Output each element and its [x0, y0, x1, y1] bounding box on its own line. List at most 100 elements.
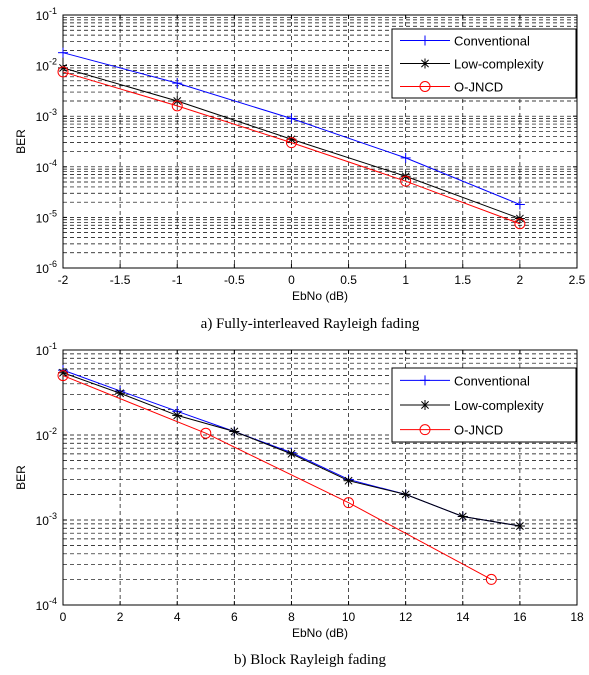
chart-b-data-point: [115, 388, 126, 399]
chart-a-marker-ring: [514, 218, 526, 230]
chart-b-marker-d2: [230, 427, 239, 436]
chart-b-legend-marker-d2: [421, 401, 429, 409]
chart-a-x-axis-label: EbNo (dB): [292, 289, 348, 303]
chart-b-data-point: [286, 448, 297, 459]
chart-a-y-tick-label: 10-4: [36, 158, 57, 175]
chart-b-y-tick-label: 10-4: [36, 596, 57, 613]
chart-a-x-tick-label: -2: [58, 273, 69, 287]
chart-b-x-tick-label: 10: [342, 610, 356, 624]
chart-b-series-asterisk: [58, 367, 525, 531]
chart-b-data-point: [485, 573, 497, 585]
chart-b-data-point: [343, 475, 354, 486]
chart-a-data-point: [514, 218, 526, 230]
chart-a-y-tick-exponent: -3: [49, 107, 57, 117]
chart-b-marker-d2: [116, 389, 125, 398]
chart-a-y-tick-label: 10-5: [36, 208, 57, 225]
chart-b-x-tick-label: 14: [456, 610, 470, 624]
chart-b-legend: Conventional Low-complexity O-JNCD: [391, 367, 577, 443]
chart-a-legend-marker-ring: [419, 81, 431, 92]
chart-a-legend-label: O-JNCD: [454, 80, 503, 95]
chart-b-data-point: [229, 426, 240, 437]
chart-a-series-circle: [57, 66, 526, 230]
chart-b-legend-marker-ring: [419, 424, 431, 436]
chart-b-marker-d2: [59, 368, 67, 377]
chart-a-y-tick-exponent: -5: [49, 208, 57, 218]
chart-b-x-tick-label: 12: [399, 610, 413, 624]
chart-a-marker-d2: [59, 63, 67, 72]
chart-a-x-tick-label: -0.5: [224, 273, 245, 287]
chart-a-data-point: [57, 66, 69, 78]
chart-a-x-tick-label: 0.5: [340, 273, 357, 287]
chart-b-marker-ring: [485, 573, 497, 585]
chart-b-marker-d2: [287, 449, 296, 458]
chart-b-y-tick-exponent: -4: [49, 596, 57, 606]
chart-b-x-tick-label: 2: [117, 610, 124, 624]
chart-b-marker-ring: [343, 497, 355, 509]
chart-b-series-circle: [57, 370, 497, 585]
chart-b-marker-ring: [200, 427, 212, 439]
chart-b-y-tick-label: 10-1: [36, 341, 57, 358]
chart-b-y-tick-exponent: -1: [49, 341, 57, 351]
chart-b-data-point: [457, 511, 468, 522]
chart-b-x-tick-label: 6: [231, 610, 238, 624]
chart-a-marker-ring: [285, 137, 297, 149]
chart-b-y-tick-label: 10-2: [36, 426, 57, 443]
chart-a-x-tick-label: 2: [517, 273, 524, 287]
chart-b-legend-label: Low-complexity: [454, 398, 544, 413]
chart-a-x-tick-label: 1.5: [454, 273, 471, 287]
chart-a-y-tick-label: 10-6: [36, 259, 57, 276]
chart-a-y-tick-label: 10-2: [36, 57, 57, 74]
chart-b-series-line: [62, 375, 492, 580]
chart-a-y-axis-label: BER: [14, 129, 28, 154]
chart-b-data-point: [58, 367, 68, 378]
chart-a-legend-marker-d2: [421, 59, 429, 68]
chart-a-y-tick-exponent: -2: [49, 57, 57, 67]
chart-b-y-axis-label: BER: [14, 465, 28, 490]
chart-b-marker-d2: [344, 476, 353, 485]
chart-b-x-tick-label: 16: [513, 610, 527, 624]
chart-b-data-point: [200, 427, 212, 439]
chart-a-data-point: [286, 113, 297, 124]
chart-a-x-tick-label: -1.5: [110, 273, 131, 287]
chart-b-caption: b) Block Rayleigh fading: [234, 652, 387, 668]
chart-a-legend-label: Conventional: [454, 34, 530, 49]
chart-a-data-point: [400, 152, 411, 163]
chart-b-data-point: [57, 370, 69, 382]
chart-a-x-tick-label: 0: [288, 273, 295, 287]
chart-a-marker-ring: [400, 175, 412, 187]
chart-a-y-tick-label: 10-3: [36, 107, 57, 124]
chart-a-legend-label: Low-complexity: [454, 57, 544, 72]
chart-a: -2 -1.5 -1 -0.5 0 0.5 1 1.5 2 2.5 10-6 10-5 10-4 10-3…: [14, 6, 586, 332]
chart-b-data-point: [400, 489, 411, 500]
chart-b-legend-label: O-JNCD: [454, 423, 503, 438]
chart-b: 0 2 4 6 8 10 12 14 16 18 10-4 10-3 10-2 10-1 EbNo (dB)…: [14, 341, 584, 668]
chart-a-y-tick-label: 10-1: [36, 6, 57, 23]
chart-a-axes-frame: [62, 14, 578, 269]
chart-b-data-point: [172, 410, 183, 421]
chart-a-x-tick-label: 1: [402, 273, 409, 287]
chart-b-marker-d2: [458, 512, 467, 521]
chart-a-y-tick-exponent: -1: [49, 6, 57, 16]
chart-b-axes-frame: [62, 349, 578, 606]
chart-b-legend-label: Conventional: [454, 373, 530, 388]
chart-a-series-line: [62, 71, 521, 225]
chart-b-y-tick-exponent: -3: [49, 511, 57, 521]
chart-b-data-point: [514, 520, 525, 531]
chart-b-x-tick-label: 0: [60, 610, 67, 624]
chart-a-legend: Conventional Low-complexity O-JNCD: [391, 28, 577, 99]
chart-b-x-tick-label: 18: [570, 610, 584, 624]
chart-a-data-point: [172, 78, 183, 89]
chart-a-series-plus: [58, 47, 525, 210]
chart-a-data-point: [285, 137, 297, 149]
chart-b-marker-d2: [173, 411, 182, 420]
chart-b-x-tick-label: 4: [174, 610, 181, 624]
chart-a-marker-ring: [57, 66, 69, 78]
chart-b-y-tick-label: 10-3: [36, 511, 57, 528]
chart-b-marker-ring: [57, 370, 69, 382]
chart-b-marker-d2: [401, 490, 410, 499]
chart-b-data-point: [343, 497, 355, 509]
chart-a-data-point: [171, 100, 183, 112]
chart-a-marker-ring: [171, 100, 183, 112]
chart-b-x-tick-label: 8: [288, 610, 295, 624]
